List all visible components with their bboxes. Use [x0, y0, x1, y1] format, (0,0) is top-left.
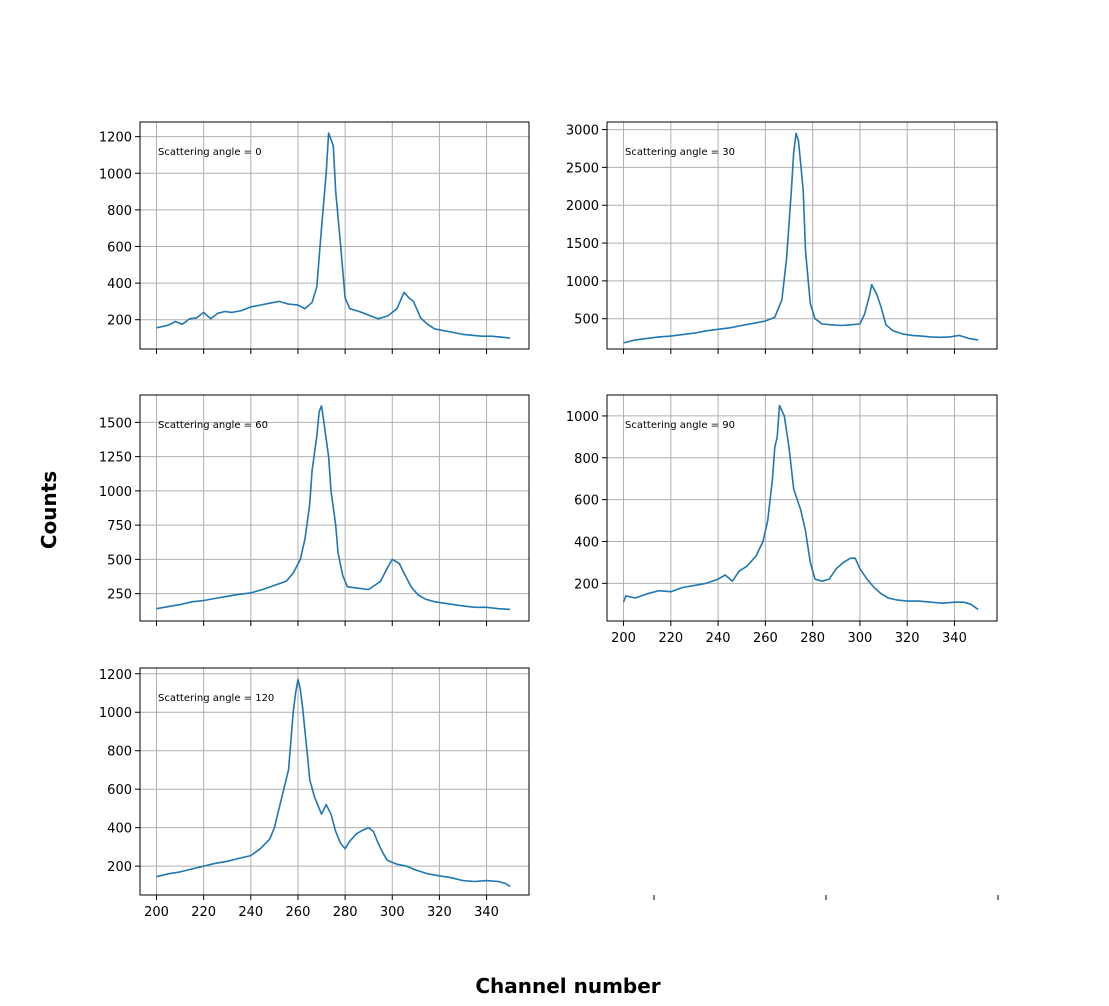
- subplot-1: 200 400 600 800 1000 1200 Scattering angle = 0: [99, 121, 530, 354]
- y-tick-label: 1200: [99, 131, 132, 146]
- y-tick-label: 200: [574, 577, 599, 592]
- y-tick-label: 1200: [99, 668, 132, 683]
- y-tick-label: 2000: [566, 199, 599, 214]
- x-tick-label: 220: [658, 631, 683, 646]
- x-tick-label: 340: [942, 631, 967, 646]
- y-tick-label: 2500: [566, 161, 599, 176]
- x-tick-label: 320: [427, 905, 452, 920]
- x-tick-label: 320: [895, 631, 920, 646]
- subplot-3: 250 500 750 1000 1250 1500 Scattering angle = …: [99, 394, 530, 626]
- y-tick-label: 1000: [566, 410, 599, 425]
- data-series-line: [156, 405, 511, 611]
- axes-frame: [139, 121, 530, 350]
- y-tick-label: 1500: [566, 237, 599, 252]
- axes-frame: [139, 394, 530, 622]
- y-tick-label: 1000: [566, 275, 599, 290]
- y-tick-label: 400: [107, 277, 132, 292]
- scattering-angle-annotation: Scattering angle = 90: [625, 420, 735, 431]
- scattering-angle-annotation: Scattering angle = 60: [158, 420, 268, 431]
- x-tick-label: 300: [847, 631, 872, 646]
- y-tick-label: 1000: [99, 706, 132, 721]
- x-tick-label: 220: [191, 905, 216, 920]
- figure-x-label: Channel number: [475, 974, 660, 998]
- x-tick-label: 240: [238, 905, 263, 920]
- y-tick-label: 400: [574, 535, 599, 550]
- empty-subplot-axis: [653, 895, 999, 900]
- axes-frame: [606, 121, 998, 350]
- x-tick-label: 200: [144, 905, 169, 920]
- y-tick-label: 500: [574, 313, 599, 328]
- y-tick-label: 250: [107, 588, 132, 603]
- y-tick-label: 500: [107, 553, 132, 568]
- y-tick-label: 3000: [566, 124, 599, 139]
- scattering-angle-annotation: Scattering angle = 120: [158, 693, 274, 704]
- x-tick-label: 260: [286, 905, 311, 920]
- y-tick-label: 600: [107, 783, 132, 798]
- y-tick-label: 600: [107, 240, 132, 255]
- y-tick-label: 200: [107, 314, 132, 329]
- scattering-angle-annotation: Scattering angle = 30: [625, 147, 735, 158]
- axes-frame: [139, 667, 530, 896]
- y-tick-label: 1000: [99, 167, 132, 182]
- x-tick-label: 280: [800, 631, 825, 646]
- x-tick-label: 200: [611, 631, 636, 646]
- data-series-line: [623, 132, 979, 344]
- data-series-line: [622, 404, 979, 611]
- x-tick-label: 280: [333, 905, 358, 920]
- x-tick-label: 300: [380, 905, 405, 920]
- y-tick-label: 750: [107, 519, 132, 534]
- data-series-line: [156, 678, 511, 887]
- y-tick-label: 800: [107, 745, 132, 760]
- x-tick-label: 260: [753, 631, 778, 646]
- data-series-line: [156, 132, 511, 339]
- subplot-grid: 200 400 600 800 1000 1200 Scattering angle = 0…: [99, 121, 998, 920]
- subplot-5: 200 220 240 260 280 300 320 340 200 400 600 800 1000…: [99, 667, 530, 920]
- scattering-angle-annotation: Scattering angle = 0: [158, 147, 262, 158]
- y-tick-label: 400: [107, 822, 132, 837]
- subplot-2: 500 1000 1500 2000 2500 3000 Scattering angle …: [566, 121, 998, 354]
- y-tick-label: 1500: [99, 416, 132, 431]
- y-tick-label: 1000: [99, 485, 132, 500]
- x-tick-label: 240: [706, 631, 731, 646]
- y-tick-label: 600: [574, 494, 599, 509]
- y-tick-label: 200: [107, 860, 132, 875]
- figure-y-label: Counts: [37, 471, 61, 549]
- y-tick-label: 1250: [99, 451, 132, 466]
- subplot-4: 200 220 240 260 280 300 320 340 200 400 600 800 1000…: [566, 394, 998, 646]
- axes-frame: [606, 394, 998, 622]
- y-tick-label: 800: [574, 452, 599, 467]
- y-tick-label: 800: [107, 204, 132, 219]
- x-tick-label: 340: [474, 905, 499, 920]
